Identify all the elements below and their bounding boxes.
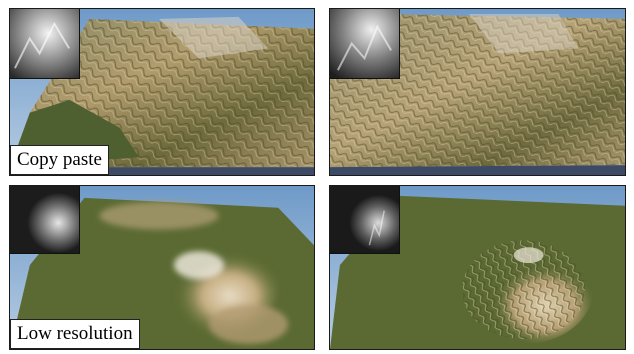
heightmap-inset bbox=[10, 186, 80, 254]
terrain-panel-reference-top bbox=[329, 8, 626, 176]
panel-label: Low resolution bbox=[10, 319, 140, 349]
terrain-panel-reference-bottom bbox=[329, 185, 626, 350]
terrain-render bbox=[10, 9, 314, 175]
terrain-panel-low-resolution: Low resolution bbox=[9, 185, 315, 350]
heightmap-inset bbox=[330, 9, 400, 79]
terrain-panel-copy-paste: Copy paste bbox=[9, 8, 315, 176]
panel-label: Copy paste bbox=[10, 145, 109, 175]
heightmap-inset bbox=[330, 186, 400, 254]
heightmap-inset bbox=[10, 9, 80, 79]
